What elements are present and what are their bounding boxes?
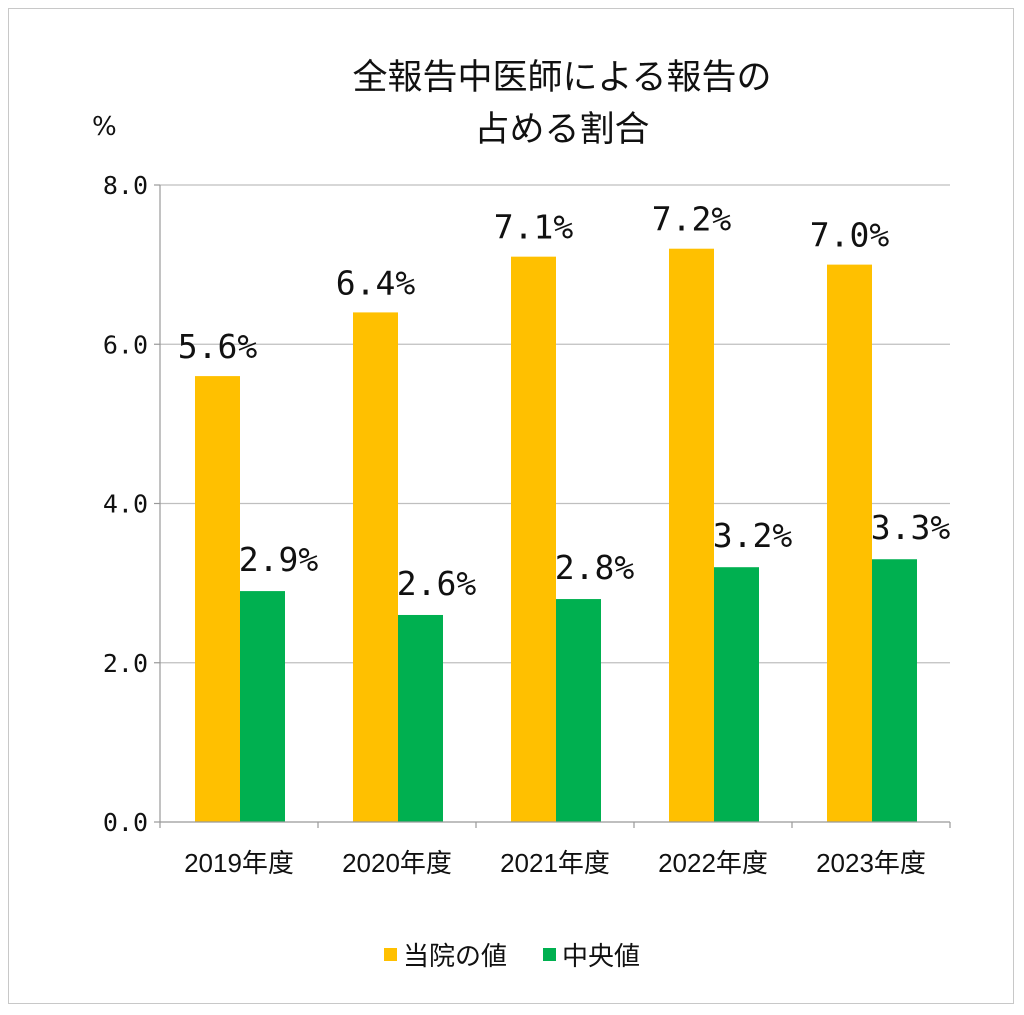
data-label: 3.2% [713, 516, 793, 555]
data-label: 2.9% [239, 540, 319, 579]
chart-title-line-1: 全報告中医師による報告の [352, 58, 772, 98]
bar-median [714, 567, 759, 822]
legend-item: 中央値 [543, 936, 640, 973]
y-axis-unit: % [92, 112, 117, 142]
data-label: 2.6% [397, 564, 477, 603]
x-tick-label: 2019年度 [184, 848, 294, 878]
data-label: 3.3% [871, 508, 951, 547]
y-tick-label: 6.0 [103, 330, 148, 359]
data-label: 7.1% [494, 208, 574, 247]
legend-swatch [543, 948, 556, 961]
chart-title-line-2: 占める割合 [474, 110, 650, 150]
bar-median [240, 591, 285, 822]
data-label: 7.2% [652, 200, 732, 239]
x-tick-label: 2023年度 [816, 848, 926, 878]
bar-hospital [669, 248, 714, 822]
bar-hospital [827, 264, 872, 822]
y-tick-label: 8.0 [103, 171, 148, 200]
bar-median [398, 614, 443, 822]
chart-frame [8, 8, 1014, 1004]
legend: 当院の値 中央値 [0, 936, 1024, 973]
y-tick-label: 0.0 [103, 808, 148, 837]
x-tick-label: 2022年度 [658, 848, 768, 878]
y-tick-label: 2.0 [103, 649, 148, 678]
legend-swatch [383, 948, 397, 961]
legend-label: 中央値 [562, 942, 641, 972]
x-tick-label: 2020年度 [342, 848, 452, 878]
data-label: 2.8% [555, 548, 635, 587]
chart-title: 全報告中医師による報告の 占める割合 [262, 52, 862, 156]
data-label: 6.4% [336, 263, 416, 302]
bar-hospital [353, 312, 398, 822]
data-label: 7.0% [810, 216, 890, 255]
bar-median [556, 599, 601, 822]
data-label: 5.6% [178, 327, 258, 366]
bar-hospital [195, 376, 240, 822]
y-tick-label: 4.0 [103, 490, 148, 519]
legend-item: 当院の値 [383, 936, 507, 973]
bar-median [872, 559, 917, 822]
legend-label: 当院の値 [402, 942, 507, 972]
x-tick-label: 2021年度 [500, 848, 610, 878]
bar-hospital [511, 256, 556, 823]
